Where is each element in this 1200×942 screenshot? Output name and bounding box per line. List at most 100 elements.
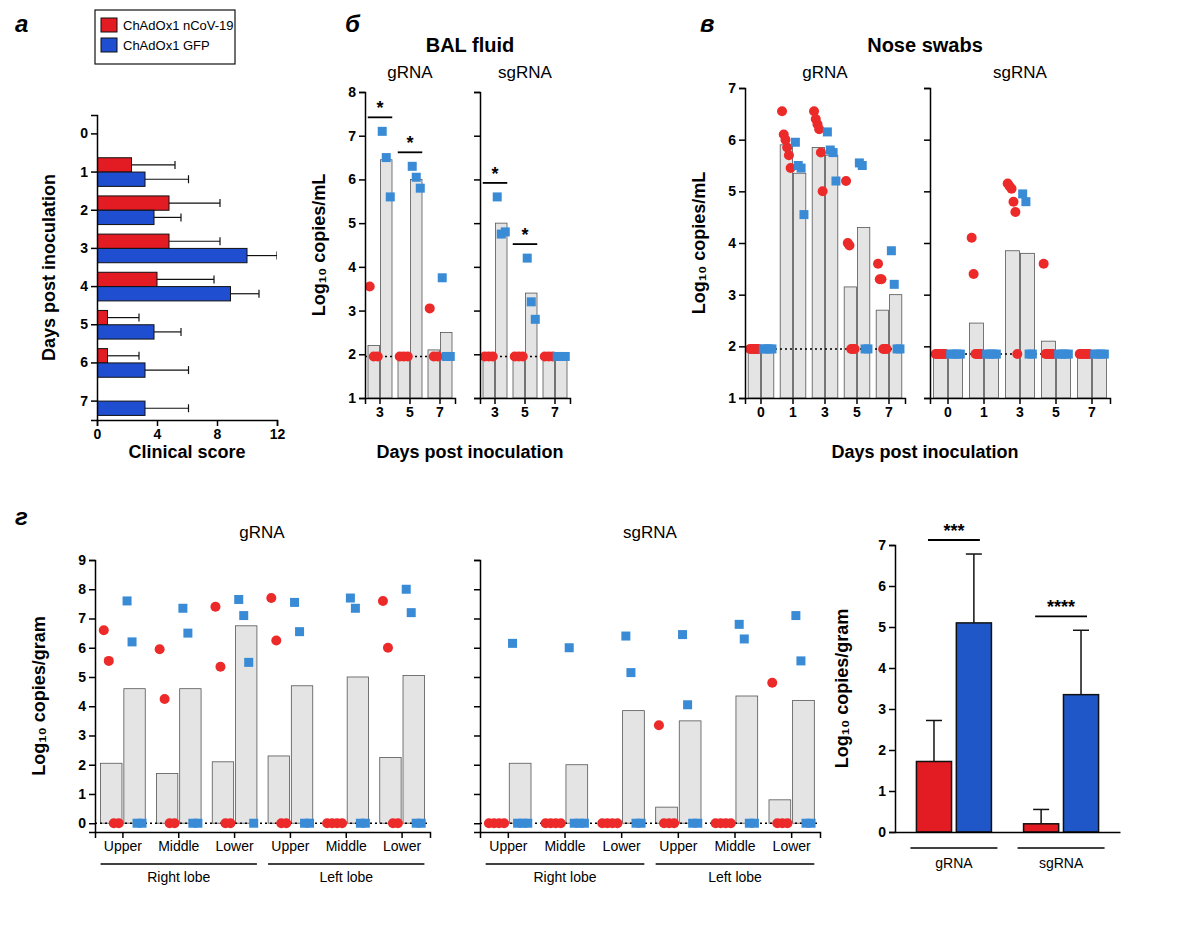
- bar: [97, 172, 145, 186]
- bar: [1006, 251, 1020, 398]
- tick-mark: [474, 135, 480, 137]
- point: [876, 274, 886, 284]
- plot-marks: [480, 192, 570, 398]
- tick-mark: [474, 764, 480, 766]
- point: [693, 819, 702, 828]
- point: [305, 819, 314, 828]
- tick-label: 3: [78, 727, 86, 743]
- point: [104, 656, 114, 666]
- tick: 4: [78, 698, 95, 714]
- bar: [291, 686, 312, 823]
- point: [416, 184, 425, 193]
- axis: gRNAsgRNA: [896, 832, 1121, 871]
- error-bar: [247, 252, 277, 260]
- tick-label: 1: [980, 404, 988, 420]
- axis: 1234567: [728, 80, 745, 406]
- tick: 7: [878, 537, 895, 553]
- error-line: [145, 179, 189, 180]
- plot-marks: [480, 611, 820, 828]
- tick-label: 3: [878, 701, 886, 717]
- panel: бBAL fluidgRNA**35712345678Days post ino…: [309, 10, 564, 462]
- tick: 3: [376, 398, 384, 420]
- bar: [1063, 695, 1098, 832]
- tick: Middle: [714, 832, 755, 854]
- point: [160, 694, 170, 704]
- error-bar: [169, 199, 220, 207]
- tick-label: 5: [878, 619, 886, 635]
- tick: 6: [878, 578, 895, 594]
- axis: UpperMiddleLowerUpperMiddleLower: [96, 832, 431, 854]
- error-cap: [1033, 809, 1049, 811]
- tick-label: 3: [491, 404, 499, 420]
- tick-label: 5: [1052, 404, 1060, 420]
- tick: [474, 794, 480, 795]
- tick: [924, 191, 930, 192]
- bar: [97, 325, 154, 339]
- point: [407, 608, 416, 617]
- point: [791, 611, 800, 620]
- bar: [1093, 354, 1107, 398]
- point: [114, 818, 124, 828]
- tick-mark: [474, 354, 480, 356]
- point: [488, 351, 498, 361]
- error-cap: [258, 290, 259, 298]
- bar: [97, 248, 247, 262]
- tick: 7: [1088, 398, 1096, 420]
- tick-label: 7: [878, 537, 886, 553]
- tick: 5: [78, 669, 95, 685]
- axis: 01234567: [878, 537, 895, 840]
- tick-label: 7: [1088, 404, 1096, 420]
- point: [1028, 350, 1037, 359]
- tick-mark: [359, 135, 365, 137]
- plot-marks: [930, 179, 1110, 398]
- error-line: [1040, 809, 1042, 823]
- error-line: [231, 293, 260, 294]
- tick-mark: [91, 248, 97, 250]
- tick: 7: [728, 80, 745, 96]
- error-line: [145, 408, 189, 409]
- tick: 5: [521, 398, 529, 420]
- tick: 5: [1052, 398, 1060, 420]
- point: [1008, 197, 1018, 207]
- error-line: [145, 369, 189, 370]
- tick: 0: [878, 824, 895, 840]
- tick: [474, 677, 480, 678]
- error-bar: [966, 554, 982, 623]
- error-bar: [169, 237, 220, 245]
- y-axis-title: Log₁₀ copies/mL: [689, 172, 709, 315]
- tick-label: Upper: [271, 838, 309, 854]
- tick-label: gRNA: [935, 855, 973, 871]
- point: [386, 192, 395, 201]
- tick: 3: [728, 287, 745, 303]
- point: [683, 700, 692, 709]
- point: [383, 643, 393, 653]
- tick: 0: [78, 815, 95, 831]
- point: [281, 818, 291, 828]
- group-label: Left lobe: [708, 869, 762, 885]
- tick-mark: [91, 209, 97, 211]
- point: [823, 127, 832, 136]
- bar: [956, 623, 991, 832]
- point: [882, 344, 892, 354]
- group-line: [656, 863, 815, 865]
- bar: [748, 349, 760, 398]
- axis: 01234567: [80, 116, 97, 421]
- error-cap: [174, 161, 175, 169]
- significance-label: *: [521, 225, 528, 245]
- tick: [924, 140, 930, 141]
- tick-label: 7: [728, 80, 736, 96]
- point: [249, 819, 258, 828]
- tick-label: 3: [348, 303, 356, 319]
- tick-label: 4: [154, 426, 162, 442]
- tick-label: 5: [80, 316, 88, 332]
- point: [337, 818, 347, 828]
- error-bar: [108, 352, 140, 360]
- tick: [474, 398, 480, 399]
- legend-swatch: [101, 18, 117, 32]
- bar: [623, 711, 645, 824]
- bar: [97, 272, 157, 286]
- category-underline: [910, 847, 997, 849]
- axis: [474, 561, 481, 833]
- tick-label: Middle: [326, 838, 367, 854]
- point: [967, 233, 977, 243]
